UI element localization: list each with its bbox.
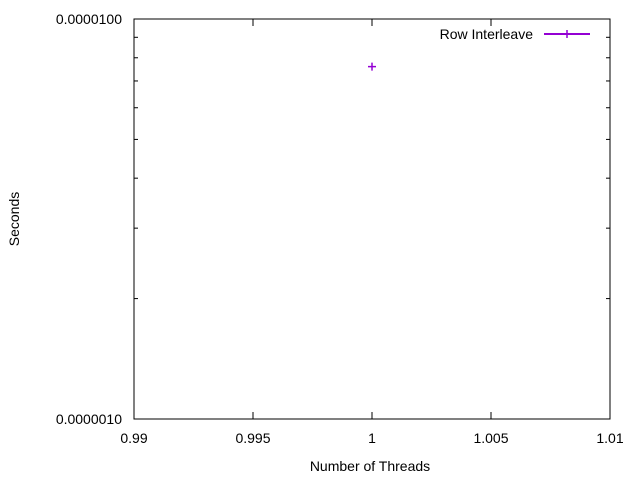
minor-ticks xyxy=(134,36,610,300)
x-tick-label: 0.99 xyxy=(120,430,147,446)
x-axis-label: Number of Threads xyxy=(310,458,430,474)
series-layer xyxy=(368,62,376,71)
x-tick-label: 1 xyxy=(368,430,376,446)
legend: Row Interleave xyxy=(440,26,590,42)
x-tick-label: 1.01 xyxy=(596,430,623,446)
y-ticks: 0.0000010 0.0000100 xyxy=(56,11,610,427)
x-ticks: 0.99 0.995 1 1.005 1.01 xyxy=(120,19,624,446)
legend-label: Row Interleave xyxy=(440,26,534,42)
legend-marker xyxy=(563,30,571,38)
x-tick-label: 1.005 xyxy=(473,430,508,446)
plot-frame xyxy=(133,18,611,420)
y-tick-label: 0.0000010 xyxy=(56,411,122,427)
y-axis-label: Seconds xyxy=(6,192,22,246)
x-tick-label: 0.995 xyxy=(235,430,270,446)
y-tick-label: 0.0000100 xyxy=(56,11,122,27)
data-point xyxy=(368,62,376,71)
